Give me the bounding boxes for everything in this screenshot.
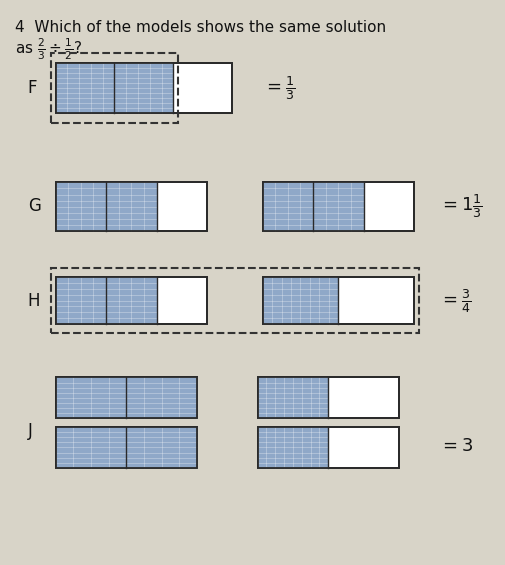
Bar	[56, 277, 207, 324]
Bar	[263, 277, 338, 324]
Bar	[263, 182, 414, 231]
Bar	[263, 182, 364, 231]
Text: 4  Which of the models shows the same solution: 4 Which of the models shows the same sol…	[15, 20, 386, 35]
Text: $= \frac{3}{4}$: $= \frac{3}{4}$	[439, 286, 472, 315]
Text: $= 3$: $= 3$	[439, 437, 474, 455]
Bar	[56, 277, 207, 324]
Bar	[50, 268, 419, 333]
Bar	[56, 63, 173, 113]
Bar	[56, 182, 157, 231]
Bar	[56, 427, 197, 468]
Bar	[56, 427, 197, 468]
Text: J: J	[28, 421, 33, 440]
Bar	[56, 63, 232, 113]
Bar	[258, 377, 399, 418]
Bar	[258, 377, 399, 418]
Bar	[50, 53, 178, 123]
Text: G: G	[28, 197, 40, 215]
Text: F: F	[28, 79, 37, 97]
Bar	[258, 427, 399, 468]
Bar	[258, 377, 328, 418]
Bar	[56, 377, 197, 418]
Text: $= \frac{1}{3}$: $= \frac{1}{3}$	[263, 74, 295, 102]
Text: H: H	[28, 292, 40, 310]
Bar	[56, 182, 207, 231]
Bar	[56, 63, 232, 113]
Bar	[263, 277, 414, 324]
Bar	[258, 427, 399, 468]
Bar	[56, 427, 197, 468]
Bar	[56, 377, 197, 418]
Bar	[263, 182, 414, 231]
Bar	[258, 427, 328, 468]
Text: as $\frac{2}{3} \div \frac{1}{2}$?: as $\frac{2}{3} \div \frac{1}{2}$?	[15, 37, 82, 62]
Bar	[263, 277, 414, 324]
Bar	[56, 182, 207, 231]
Bar	[56, 277, 157, 324]
Bar	[56, 377, 197, 418]
Text: $= 1\frac{1}{3}$: $= 1\frac{1}{3}$	[439, 192, 483, 220]
